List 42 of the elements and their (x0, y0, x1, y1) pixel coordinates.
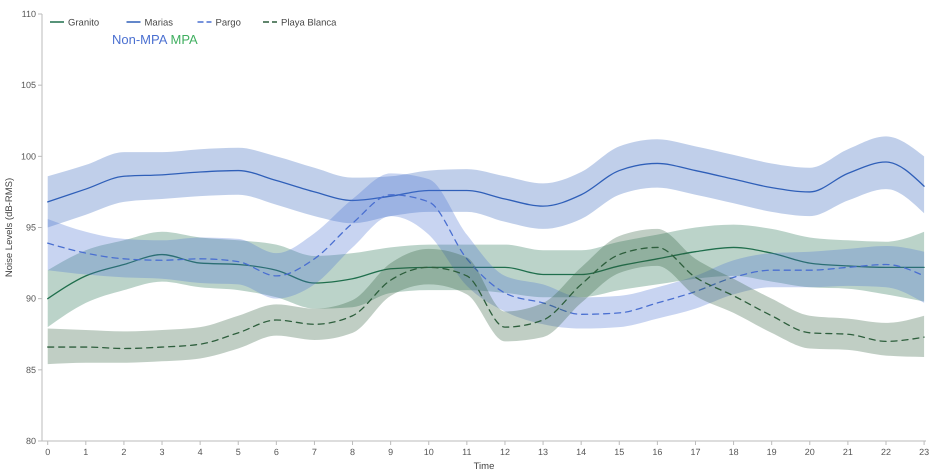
annotation: Non-MPA (112, 32, 168, 47)
x-tick-label: 19 (766, 447, 777, 457)
line-series (47, 246, 925, 350)
x-tick-label: 5 (236, 447, 241, 457)
x-tick-label: 6 (274, 447, 279, 457)
line-series (47, 161, 925, 207)
x-tick-label: 9 (388, 447, 394, 457)
x-tick-label: 21 (842, 447, 853, 457)
x-tick-label: 8 (350, 447, 356, 457)
x-tick-label: 22 (880, 447, 891, 457)
x-axis-title: Time (474, 461, 494, 472)
legend-label: Pargo (216, 18, 241, 28)
y-tick-label: 100 (20, 151, 36, 162)
legend-label: Marias (144, 18, 174, 28)
y-tick-label: 110 (22, 9, 36, 19)
x-tick-label: 11 (462, 447, 472, 457)
line-series (47, 246, 925, 300)
y-tick-label: 105 (20, 80, 36, 90)
x-tick-label: 15 (614, 447, 624, 457)
x-tick-label: 1 (83, 447, 88, 457)
x-tick-label: 10 (424, 447, 434, 457)
x-tick-label: 16 (652, 447, 662, 457)
y-tick-label: 95 (26, 222, 36, 232)
x-tick-label: 17 (690, 447, 700, 457)
x-tick-label: 3 (160, 447, 165, 457)
x-tick-label: 7 (312, 447, 317, 457)
x-tick-label: 2 (121, 447, 126, 457)
x-tick-label: 18 (728, 447, 739, 457)
annotation: MPA (170, 32, 198, 47)
x-tick-label: 23 (919, 447, 930, 457)
x-tick-label: 4 (198, 447, 203, 457)
y-tick-label: 80 (26, 436, 36, 446)
x-tick-label: 13 (538, 447, 548, 457)
x-tick-label: 14 (576, 447, 586, 457)
legend-label: Playa Blanca (281, 18, 338, 28)
x-tick-label: 0 (45, 447, 50, 457)
y-tick-label: 90 (26, 294, 36, 304)
x-tick-label: 12 (500, 447, 510, 457)
x-tick-label: 20 (804, 447, 815, 457)
y-tick-label: 85 (26, 364, 36, 375)
legend-label: Granito (68, 18, 100, 28)
y-axis-title: Noise Levels (dB-RMS) (4, 178, 15, 278)
